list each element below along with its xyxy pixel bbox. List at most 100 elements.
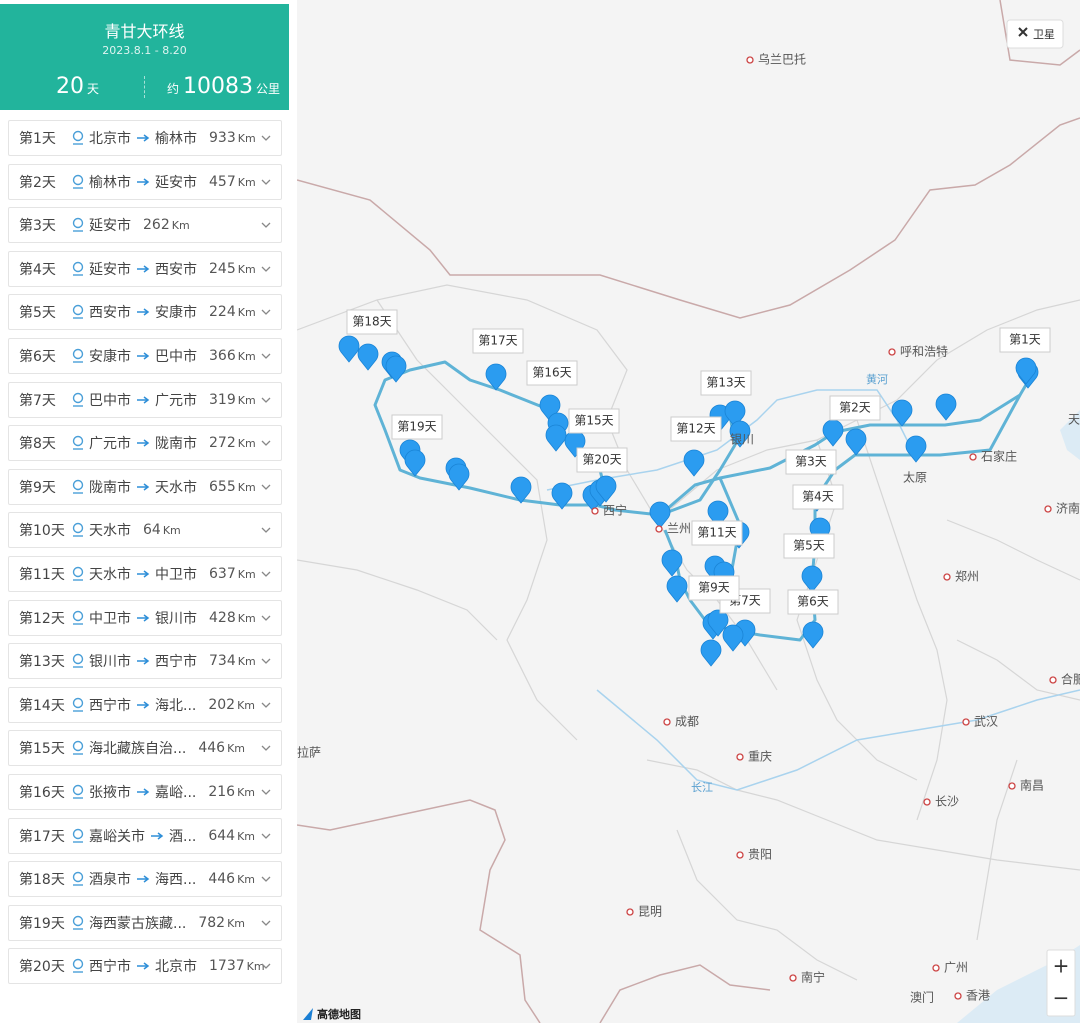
day-tag: [576, 447, 628, 473]
chevron-shape: [261, 963, 271, 970]
location-icon: [72, 871, 84, 886]
river-label: 黄河: [866, 372, 888, 386]
distance-unit: Km: [246, 960, 265, 974]
distance-value: 644: [208, 827, 236, 844]
chevron-shape: [261, 702, 271, 708]
city-label: 呼和浩特: [900, 344, 948, 359]
day-label: 第10天: [19, 523, 65, 540]
zoom-out[interactable]: −: [1053, 986, 1070, 1010]
city-label: 合肥: [1061, 672, 1080, 687]
distance: 446 Km: [198, 740, 245, 756]
distance: 202 Km: [208, 697, 255, 713]
from-city: 广元市: [89, 436, 131, 453]
day-tag-label: 第12天: [676, 422, 715, 436]
arrow-shape: [137, 308, 150, 316]
day-row[interactable]: 第10天 天水市 64 Km: [8, 512, 282, 549]
distance-value: 272: [209, 435, 236, 452]
from-city: 海北藏族自治...: [89, 741, 187, 758]
day-tag-label: 第4天: [802, 490, 834, 504]
day-row[interactable]: 第8天 广元市 陇南市 272 Km: [8, 425, 282, 462]
expand-chevron: [261, 658, 271, 665]
days-value: 20: [56, 74, 84, 99]
distance-unit: Km: [237, 175, 256, 189]
day-row[interactable]: 第19天 海西蒙古族藏... 782 Km: [8, 904, 282, 941]
city-dot: [789, 974, 797, 982]
day-row[interactable]: 第12天 中卫市 银川市 428 Km: [8, 599, 282, 636]
to-city: 榆林市: [155, 131, 197, 147]
days-unit: 天: [87, 82, 100, 96]
distance: 262 Km: [143, 217, 190, 233]
day-row[interactable]: 第16天 张掖市 嘉峪... 216 Km: [8, 774, 282, 810]
city-label: 天津: [1068, 413, 1080, 427]
chevron-shape: [261, 353, 271, 359]
expand-chevron: [261, 963, 271, 970]
distance-unit: Km: [237, 873, 256, 887]
city-label: 香港: [966, 989, 990, 1003]
to-city: 广元市: [155, 392, 197, 409]
arrow-shape: [137, 875, 150, 883]
distance: 446 Km: [208, 871, 255, 887]
day-row[interactable]: 第2天 榆林市 延安市 457 Km: [8, 163, 282, 200]
expand-chevron: [261, 833, 271, 839]
distance-unit: Km: [237, 306, 256, 320]
layer-button[interactable]: [1006, 19, 1064, 49]
day-row[interactable]: 第9天 陇南市 天水市 655 Km: [8, 468, 282, 505]
marker: [510, 476, 532, 504]
chevron-shape: [261, 309, 271, 316]
arrow-shape: [137, 265, 150, 273]
day-row[interactable]: 第11天 天水市 中卫市 637 Km: [8, 556, 282, 592]
day-tag-label: 第11天: [697, 526, 736, 540]
day-row[interactable]: 第17天 嘉峪关市 酒... 644 Km: [8, 817, 282, 854]
expand-chevron: [261, 266, 271, 272]
day-row[interactable]: 第1天 北京市 榆林市 933 Km: [8, 120, 282, 156]
day-row[interactable]: 第15天 海北藏族自治... 446 Km: [8, 730, 282, 767]
arrow-shape: [137, 352, 150, 360]
day-row[interactable]: 第5天 西安市 安康市 224 Km: [8, 294, 282, 331]
chevron-shape: [261, 527, 271, 534]
zoom-in[interactable]: +: [1053, 954, 1070, 978]
day-label: 第19天: [19, 915, 65, 932]
icon-ring: [72, 305, 84, 316]
icon-ring: [72, 741, 84, 752]
day-row[interactable]: 第14天 西宁市 海北... 202 Km: [8, 686, 282, 723]
markers: [338, 335, 1039, 667]
chevron-shape: [261, 658, 271, 665]
marker: [404, 449, 426, 477]
city-label: 昆明: [638, 905, 662, 919]
divider: [144, 76, 145, 98]
day-row[interactable]: 第3天 延安市 262 Km: [8, 207, 282, 244]
day-row[interactable]: 第4天 延安市 西安市 245 Km: [8, 250, 282, 287]
route-panel: 青甘大环线 2023.8.1 - 8.20 20 天 约 10083 公里 第1天 北京…: [0, 0, 289, 1023]
day-tag-label: 第2天: [839, 401, 871, 415]
icon-ring: [72, 828, 84, 839]
marker: [891, 399, 913, 427]
to-city: 安康市: [155, 305, 197, 322]
location-icon: [72, 174, 84, 189]
day-tag: [787, 589, 839, 615]
day-row[interactable]: 第13天 银川市 西宁市 734 Km: [8, 643, 282, 680]
day-row[interactable]: 第6天 安康市 巴中市 366 Km: [8, 338, 282, 374]
distance-value: 1737: [209, 958, 245, 975]
day-row[interactable]: 第18天 酒泉市 海西... 446 Km: [8, 861, 282, 898]
marker: [801, 565, 823, 593]
expand-chevron: [261, 527, 271, 534]
arrow-shape: [137, 395, 150, 404]
distance-unit: Km: [237, 393, 256, 407]
distance: 428 Km: [209, 610, 256, 626]
day-row[interactable]: 第7天 巴中市 广元市 319 Km: [8, 381, 282, 418]
day-label: 第7天: [19, 392, 56, 409]
chevron-shape: [261, 266, 271, 272]
chevron-shape: [261, 484, 271, 490]
distance: 782 Km: [198, 915, 245, 931]
arrow: [137, 701, 150, 709]
day-row[interactable]: 第20天 西宁市 北京市 1737 Km: [8, 948, 282, 985]
city-label: 贵阳: [748, 848, 772, 862]
arrow: [137, 962, 150, 970]
day-tag-label: 第16天: [532, 366, 571, 380]
chevron-shape: [261, 789, 271, 795]
marker: [729, 420, 751, 448]
sea: [1060, 410, 1080, 460]
chevron-shape: [261, 179, 271, 185]
day-tag-label: 第5天: [793, 539, 825, 553]
